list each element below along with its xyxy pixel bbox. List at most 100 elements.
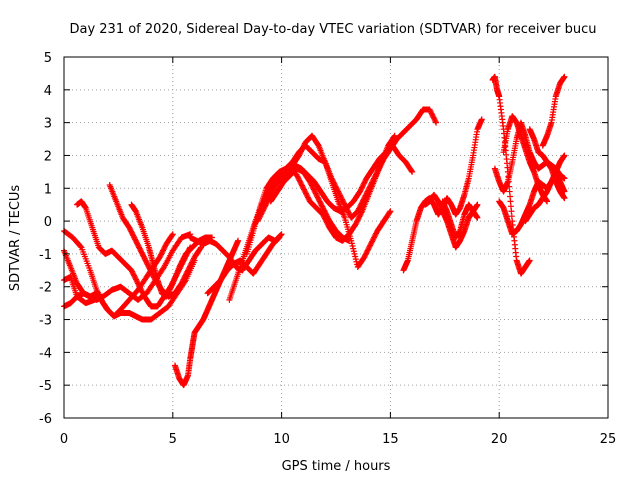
data-series — [539, 73, 568, 149]
data-point — [304, 194, 311, 201]
data-point — [160, 246, 167, 253]
data-point — [358, 209, 365, 216]
data-point — [324, 214, 331, 221]
data-point — [387, 208, 394, 215]
data-point — [132, 237, 139, 244]
data-point — [136, 283, 143, 290]
data-point — [340, 199, 347, 206]
data-point — [134, 280, 141, 287]
y-tick-label: -5 — [39, 379, 52, 394]
data-point — [259, 207, 266, 214]
data-point — [308, 182, 315, 189]
data-series — [61, 247, 198, 323]
data-point — [135, 243, 142, 250]
data-point — [139, 250, 146, 257]
data-point — [165, 288, 172, 295]
data-point — [132, 275, 139, 282]
data-point — [136, 244, 143, 251]
data-point — [312, 189, 319, 196]
data-point — [321, 207, 328, 214]
data-point — [302, 189, 309, 196]
data-point — [360, 181, 367, 188]
data-series — [491, 119, 568, 202]
data-point — [360, 180, 367, 187]
data-point — [341, 201, 348, 208]
data-point — [369, 237, 376, 244]
data-point — [339, 197, 346, 204]
data-point — [169, 281, 176, 288]
data-point — [167, 284, 174, 291]
data-point — [335, 189, 342, 196]
data-point — [164, 290, 171, 297]
data-point — [323, 212, 330, 219]
y-tick-label: 3 — [44, 117, 52, 132]
data-point — [145, 264, 152, 271]
data-point — [352, 221, 359, 228]
data-point — [128, 229, 135, 236]
data-point — [370, 235, 377, 242]
data-point — [369, 238, 376, 245]
data-point — [163, 292, 170, 299]
data-series — [263, 142, 394, 271]
data-point — [293, 172, 300, 179]
data-point — [431, 117, 438, 124]
data-point — [344, 208, 351, 215]
data-point — [342, 202, 349, 209]
data-point — [142, 257, 149, 264]
data-point — [362, 178, 369, 185]
data-point — [257, 211, 264, 218]
data-point — [181, 253, 188, 260]
data-point — [357, 212, 364, 219]
data-point — [357, 210, 364, 217]
data-point — [129, 268, 136, 275]
data-point — [295, 174, 302, 181]
data-point — [188, 260, 195, 267]
data-point — [141, 254, 148, 261]
data-point — [358, 185, 365, 192]
data-point — [368, 239, 375, 246]
data-point — [133, 277, 140, 284]
data-point — [363, 248, 370, 255]
data-point — [134, 241, 141, 248]
data-point — [362, 251, 369, 258]
data-point — [177, 261, 184, 268]
data-point — [298, 181, 305, 188]
data-point — [141, 256, 148, 263]
ticks: 0 5 10 15 20 25 -6 -5 -4 -3 -2 -1 0 1 2 3 4 5 — [39, 51, 616, 447]
data-point — [181, 275, 188, 282]
data-point — [356, 188, 363, 195]
data-point — [131, 235, 138, 242]
data-series — [267, 165, 353, 244]
data-point — [275, 235, 282, 242]
data-point — [163, 293, 170, 300]
data-point — [426, 106, 433, 113]
data-point — [263, 201, 270, 208]
data-point — [372, 231, 379, 238]
data-point — [355, 214, 362, 221]
data-point — [366, 243, 373, 250]
data-point — [351, 250, 358, 257]
x-tick-label: 20 — [491, 432, 508, 447]
data-point — [299, 183, 306, 190]
data-point — [302, 190, 309, 197]
data-point — [314, 194, 321, 201]
data-point — [178, 260, 185, 267]
data-point — [180, 276, 187, 283]
data-point — [176, 262, 183, 269]
data-point — [169, 231, 176, 238]
data-point — [303, 191, 310, 198]
data-point — [433, 119, 440, 126]
data-point — [312, 190, 319, 197]
data-point — [319, 203, 326, 210]
data-point — [474, 214, 481, 221]
data-point — [526, 257, 533, 264]
data-series — [500, 113, 551, 205]
data-point — [432, 118, 439, 125]
data-point — [180, 256, 187, 263]
data-point — [313, 191, 320, 198]
data-point — [561, 73, 568, 80]
data-point — [160, 247, 167, 254]
data-point — [304, 193, 311, 200]
data-point — [128, 228, 135, 235]
